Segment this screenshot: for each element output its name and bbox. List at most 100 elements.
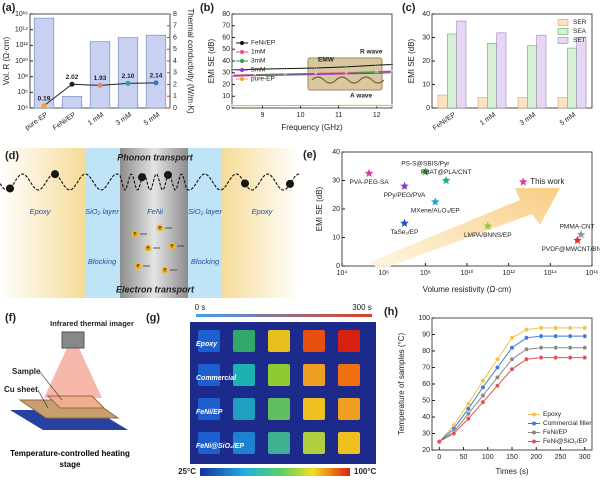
bar — [477, 97, 488, 109]
decoration — [303, 432, 325, 454]
y-tick-label: 30 — [222, 70, 230, 77]
marker — [465, 416, 471, 422]
x-tick-label: 3 mM — [519, 111, 537, 127]
y-tick-label: 80 — [222, 11, 230, 18]
x-tick-label: pure-EP — [24, 111, 49, 132]
value-label: 2.02 — [66, 74, 79, 81]
y-tick-label: 70 — [422, 364, 430, 371]
x-tick-label: 250 — [555, 454, 567, 461]
marker — [314, 104, 318, 107]
decoration — [303, 398, 325, 420]
marker — [582, 345, 588, 351]
decoration — [311, 76, 385, 84]
legend-label: 5mM — [251, 67, 265, 74]
decoration — [196, 314, 372, 317]
legend-swatch — [557, 28, 569, 35]
decoration — [85, 148, 120, 298]
x-tick-label: 100 — [482, 454, 494, 461]
marker — [495, 374, 500, 380]
x-tick-label: FeNi/EP — [52, 111, 78, 132]
x-tick-label: 10⁴ — [337, 270, 348, 277]
y-tick-label: 40 — [332, 149, 340, 156]
x-tick-label: 10¹² — [502, 270, 515, 277]
marker — [538, 325, 544, 331]
y-tick-label: 50 — [422, 397, 430, 404]
decoration — [144, 244, 152, 252]
marker — [567, 333, 573, 339]
decoration — [134, 262, 142, 270]
y-axis-label: Temperature of samples (°C) — [397, 332, 406, 435]
layer-label: SiO₂ layer — [85, 207, 119, 216]
annotation: A wave — [350, 93, 373, 100]
legend-marker — [240, 41, 244, 45]
decoration — [286, 179, 294, 188]
x-tick-label: 10⁸ — [420, 270, 431, 277]
electron-symbol: e — [158, 226, 162, 232]
point-label: This work — [530, 177, 565, 186]
decoration — [303, 330, 325, 352]
legend-marker — [240, 50, 244, 54]
y-tick-label: 0 — [336, 263, 340, 270]
marker — [451, 431, 457, 436]
phonon-symbol: P — [8, 187, 12, 193]
marker — [495, 365, 500, 370]
y-tick-label: 40 — [422, 414, 430, 421]
star-marker — [400, 218, 409, 227]
y-axis-label: Vol. R (Ω·cm) — [2, 37, 11, 86]
marker — [480, 384, 486, 390]
x-tick-label: 10¹⁴ — [544, 270, 557, 277]
legend-marker — [532, 430, 536, 435]
y2-tick-label: 2 — [173, 81, 177, 88]
panel-label: (e) — [303, 149, 317, 161]
decoration — [156, 224, 164, 232]
legend-label: Epoxy — [543, 411, 562, 418]
x-tick-label: 5 mM — [559, 111, 577, 127]
decoration — [6, 184, 14, 193]
phonon-symbol: P — [288, 182, 292, 188]
marker — [509, 356, 515, 362]
marker — [436, 439, 442, 445]
decoration — [161, 266, 169, 274]
marker — [465, 411, 471, 417]
decoration — [233, 330, 255, 352]
y-tick-label: 10 — [222, 93, 230, 100]
marker — [375, 104, 378, 107]
star-marker — [573, 235, 582, 244]
decoration — [303, 364, 325, 386]
scale-max: 100°C — [354, 467, 377, 476]
marker — [390, 63, 394, 66]
y-tick-label: 10 — [332, 234, 340, 241]
marker — [153, 80, 159, 86]
marker — [284, 73, 287, 77]
phonon-label: Phonon transport — [117, 152, 193, 162]
blocking-label: Blocking — [88, 257, 117, 266]
marker — [345, 65, 348, 69]
marker — [480, 378, 486, 384]
decoration — [198, 398, 220, 420]
marker — [582, 333, 588, 339]
marker — [375, 63, 378, 67]
decoration — [268, 432, 290, 454]
panel-label: (a) — [2, 2, 16, 14]
bar — [89, 41, 111, 109]
marker — [582, 355, 588, 360]
diagram-label: (g) — [146, 312, 160, 324]
legend-label: 3mM — [251, 58, 265, 65]
legend-marker — [532, 421, 536, 426]
row-label: Commercial — [196, 375, 237, 382]
y-tick-label: 100 — [418, 315, 430, 322]
y2-tick-label: 3 — [173, 70, 177, 77]
marker — [41, 103, 47, 109]
legend-marker — [240, 68, 244, 72]
marker — [390, 71, 394, 74]
panel-label: (h) — [384, 306, 398, 318]
decoration — [338, 432, 360, 454]
point-label: PMMA-CNT — [560, 223, 595, 230]
annotation: R wave — [360, 49, 383, 56]
y-tick-label: 10⁶ — [17, 89, 28, 96]
marker — [509, 335, 515, 341]
decoration — [233, 398, 255, 420]
y2-tick-label: 0 — [173, 105, 177, 112]
y-tick-label: 40 — [222, 58, 230, 65]
x-axis-label: Volume resistivity (Ω·cm) — [423, 285, 512, 294]
